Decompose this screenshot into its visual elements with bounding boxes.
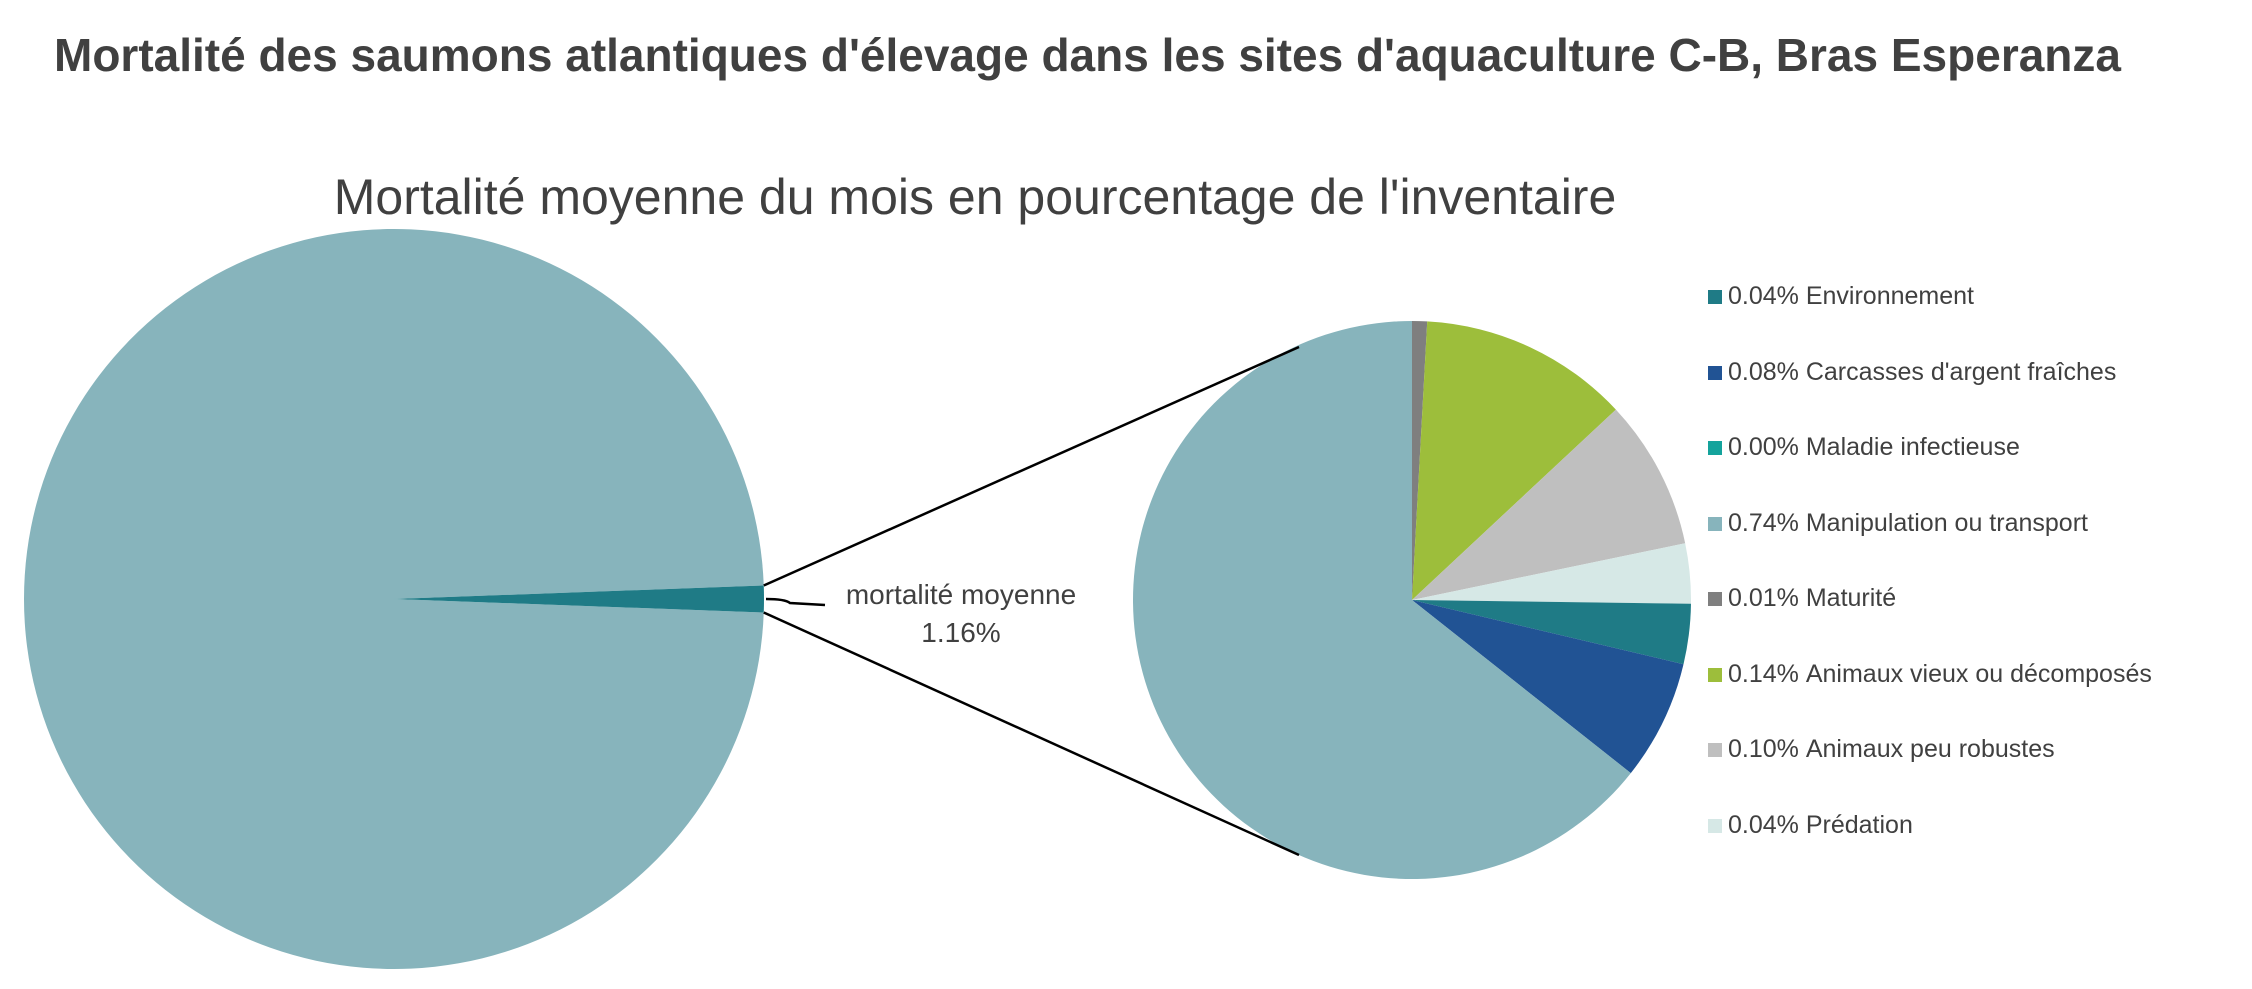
legend-item-predation: 0.04% Prédation (1708, 811, 2152, 887)
secondary-pie-slice-environnement (1412, 600, 1691, 665)
secondary-pie-slice-maturite (1412, 321, 1428, 600)
secondary-pie-slice-manipulation-ou-transport (1133, 321, 1631, 880)
connector-line-top (763, 345, 1300, 587)
legend-value: 0.08% (1728, 357, 1799, 386)
main-pie-slice-mortalite-moyenne (394, 585, 764, 613)
legend-value: 0.01% (1728, 584, 1799, 612)
connector-line-bottom (763, 611, 1300, 857)
secondary-pie-slice-predation (1412, 543, 1691, 604)
legend-swatch (1708, 743, 1722, 757)
legend-value: 0.04% (1728, 282, 1799, 310)
legend-item-maladie-infectieuse: 0.00% Maladie infectieuse (1708, 433, 2152, 509)
legend-swatch (1708, 516, 1722, 531)
legend-value: 0.04% (1728, 810, 1799, 839)
legend-item-carcasses-d-argent-fraiches: 0.08% Carcasses d'argent fraîches (1708, 358, 2152, 434)
legend-item-environnement: 0.04% Environnement (1708, 282, 2152, 358)
legend-value: 0.74% (1728, 508, 1799, 537)
legend-item-animaux-vieux-ou-decomposes: 0.14% Animaux vieux ou décomposés (1708, 660, 2152, 736)
legend-item-maturite: 0.01% Maturité (1708, 584, 2152, 660)
secondary-pie-slice-animaux-vieux-ou-decomposes (1412, 321, 1616, 600)
main-slice-label: mortalité moyenne 1.16% (841, 576, 1081, 652)
legend-label: Maturité (1805, 584, 1897, 612)
legend-label: Carcasses d'argent fraîches (1805, 357, 2117, 386)
chart-title: Mortalité moyenne du mois en pourcentage… (333, 169, 1617, 225)
legend-value: 0.14% (1728, 659, 1799, 688)
main-slice-label-name: mortalité moyenne (845, 579, 1077, 610)
legend-item-manipulation-ou-transport: 0.74% Manipulation ou transport (1708, 509, 2152, 585)
legend-swatch (1708, 592, 1722, 606)
main-pie-slice-rest (23, 228, 764, 969)
legend: 0.04% Environnement 0.08% Carcasses d'arg… (1708, 282, 2152, 886)
legend-swatch (1708, 441, 1722, 455)
legend-swatch (1708, 365, 1722, 380)
legend-swatch (1708, 667, 1722, 682)
legend-label: Environnement (1805, 282, 1974, 310)
legend-label: Animaux vieux ou décomposés (1805, 659, 2152, 688)
legend-item-animaux-peu-robustes: 0.10% Animaux peu robustes (1708, 735, 2152, 811)
legend-swatch (1708, 290, 1722, 304)
legend-value: 0.10% (1728, 735, 1799, 763)
label-leader-line (765, 597, 826, 607)
legend-label: Maladie infectieuse (1805, 433, 2020, 461)
legend-label: Animaux peu robustes (1805, 735, 2055, 763)
legend-value: 0.00% (1728, 433, 1799, 461)
secondary-pie-slice-carcasses-d-argent-fraiches (1412, 600, 1684, 774)
legend-label: Manipulation ou transport (1805, 508, 2088, 537)
secondary-pie-slice-animaux-peu-robustes (1412, 409, 1686, 600)
page-title: Mortalité des saumons atlantiques d'élev… (54, 29, 2121, 81)
legend-swatch (1708, 818, 1722, 833)
legend-label: Prédation (1805, 810, 1913, 839)
main-slice-label-value: 1.16% (921, 617, 1001, 648)
